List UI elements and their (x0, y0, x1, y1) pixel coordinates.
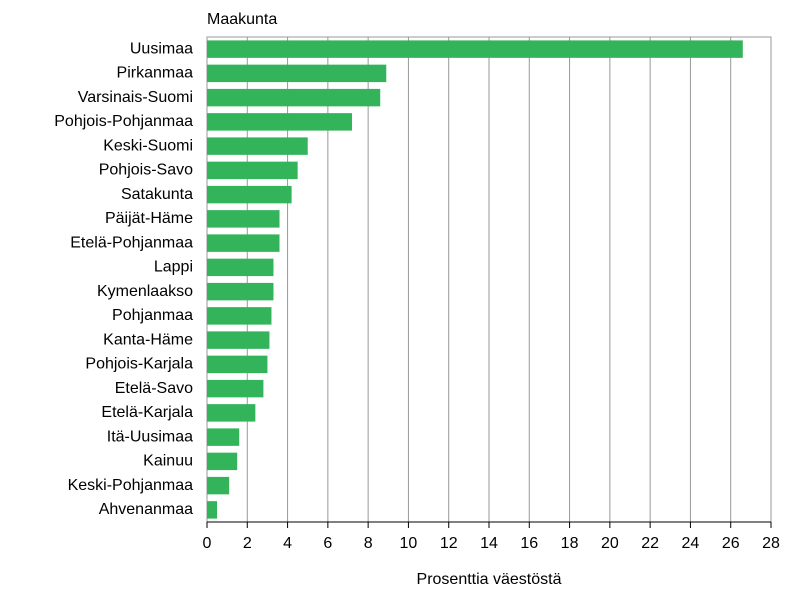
x-tick-label: 14 (480, 535, 498, 552)
y-tick-label: Pohjois-Savo (99, 162, 193, 179)
x-tick-label: 16 (520, 535, 538, 552)
x-tick-label: 28 (762, 535, 780, 552)
x-tick-label: 12 (440, 535, 458, 552)
bar (207, 258, 274, 277)
bar (207, 428, 240, 446)
x-tick-label: 2 (243, 535, 252, 552)
x-tick-label: 22 (641, 535, 659, 552)
y-tick-label: Lappi (154, 259, 193, 276)
y-axis-label: Maakunta (207, 11, 277, 28)
y-tick-label: Päijät-Häme (105, 210, 193, 227)
y-tick-label: Etelä-Savo (115, 380, 193, 397)
x-axis-label: Prosenttia väestöstä (417, 571, 562, 588)
x-tick-label: 10 (400, 535, 418, 552)
x-tick-label: 4 (283, 535, 292, 552)
y-tick-label: Keski-Pohjanmaa (68, 477, 194, 494)
bar (207, 476, 230, 495)
x-tick-label: 0 (203, 535, 212, 552)
bar (207, 185, 292, 204)
x-tick-label: 20 (601, 535, 619, 552)
bar (207, 210, 280, 228)
y-tick-label: Itä-Uusimaa (107, 428, 193, 445)
bar (207, 355, 268, 374)
y-tick-label: Pohjois-Karjala (85, 356, 193, 373)
x-tick-label: 6 (323, 535, 332, 552)
bar (207, 404, 256, 422)
y-tick-label: Etelä-Karjala (101, 404, 193, 421)
y-tick-label: Kanta-Häme (103, 331, 193, 348)
y-tick-label: Keski-Suomi (103, 137, 193, 154)
y-tick-label: Pohjois-Pohjanmaa (54, 113, 193, 130)
y-tick-label: Kymenlaakso (97, 283, 193, 300)
y-tick-label: Uusimaa (130, 40, 193, 57)
y-tick-label: Varsinais-Suomi (78, 89, 193, 106)
bar (207, 501, 218, 519)
y-tick-label: Etelä-Pohjanmaa (70, 234, 193, 251)
y-tick-label: Pohjanmaa (112, 307, 193, 324)
bar (207, 307, 272, 325)
bar (207, 331, 270, 349)
y-tick-label: Ahvenanmaa (99, 501, 193, 518)
bar (207, 88, 381, 107)
x-tick-label: 26 (722, 535, 740, 552)
x-tick-label: 24 (682, 535, 700, 552)
bar (207, 64, 387, 83)
bar (207, 379, 264, 398)
bar (207, 113, 353, 131)
x-tick-label: 8 (364, 535, 373, 552)
bar (207, 282, 274, 301)
bar (207, 234, 280, 252)
y-tick-label: Satakunta (121, 186, 193, 203)
bar (207, 161, 298, 180)
y-tick-label: Pirkanmaa (117, 65, 194, 82)
bar (207, 137, 308, 155)
bar (207, 40, 743, 58)
x-tick-label: 18 (561, 535, 579, 552)
bar (207, 452, 238, 471)
y-tick-label: Kainuu (143, 453, 193, 470)
